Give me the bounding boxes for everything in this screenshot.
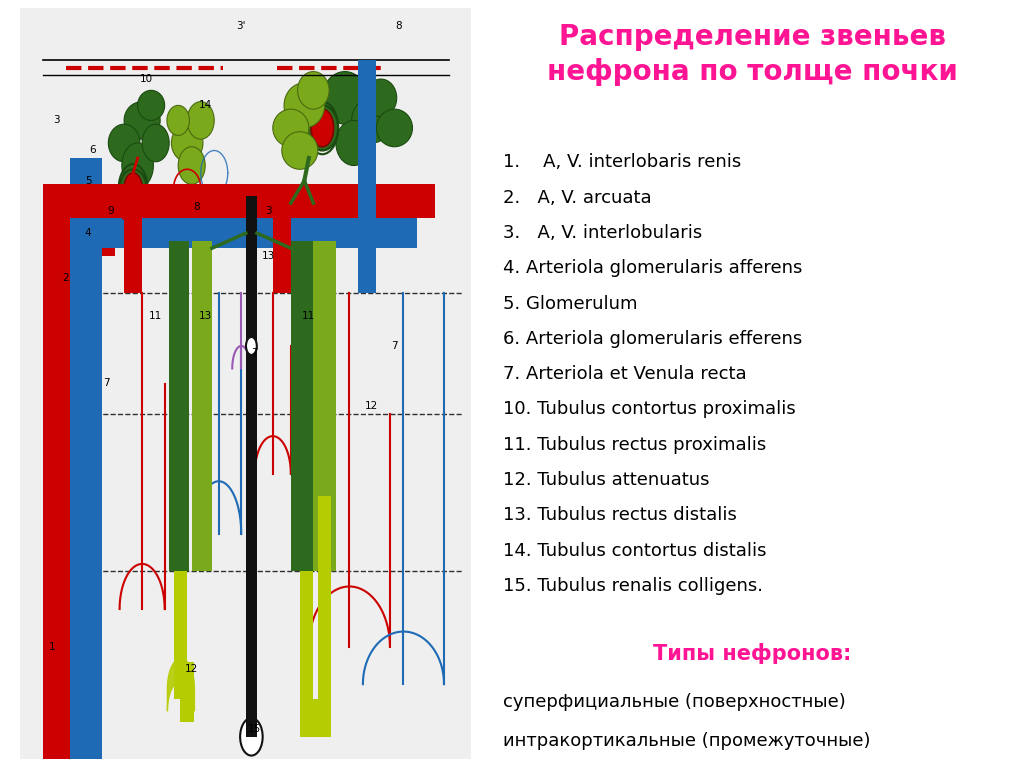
Text: 12: 12 bbox=[366, 401, 379, 411]
Bar bbox=[169, 241, 189, 571]
Ellipse shape bbox=[284, 83, 325, 128]
Text: 14. Tubulus contortus distalis: 14. Tubulus contortus distalis bbox=[503, 542, 767, 559]
Text: 7. Arteriola et Venula recta: 7. Arteriola et Venula recta bbox=[503, 365, 746, 383]
Bar bbox=[272, 188, 291, 255]
Bar bbox=[124, 218, 142, 293]
Ellipse shape bbox=[167, 105, 189, 136]
Ellipse shape bbox=[187, 101, 214, 140]
Text: 11: 11 bbox=[150, 311, 162, 321]
Bar bbox=[180, 662, 194, 722]
Text: 15. Tubulus renalis colligens.: 15. Tubulus renalis colligens. bbox=[503, 577, 763, 594]
Text: Распределение звеньев
нефрона по толще почки: Распределение звеньев нефрона по толще п… bbox=[547, 23, 958, 86]
Ellipse shape bbox=[272, 109, 309, 146]
Text: 11. Tubulus rectus proximalis: 11. Tubulus rectus proximalis bbox=[503, 436, 766, 453]
Text: 2.   A, V. arcuata: 2. A, V. arcuata bbox=[503, 189, 651, 206]
Bar bbox=[43, 218, 115, 255]
Text: 7: 7 bbox=[391, 341, 397, 351]
Text: 10. Tubulus contortus proximalis: 10. Tubulus contortus proximalis bbox=[503, 400, 796, 418]
Text: 5: 5 bbox=[85, 176, 91, 186]
Text: 6: 6 bbox=[89, 146, 96, 156]
Text: 2: 2 bbox=[62, 273, 69, 283]
Bar bbox=[358, 158, 377, 293]
Text: 8: 8 bbox=[395, 21, 402, 31]
Bar bbox=[70, 158, 101, 759]
Ellipse shape bbox=[122, 143, 154, 188]
Ellipse shape bbox=[282, 132, 317, 170]
Ellipse shape bbox=[377, 109, 413, 146]
Bar bbox=[124, 188, 142, 255]
Bar bbox=[291, 241, 313, 571]
Ellipse shape bbox=[124, 101, 160, 140]
Ellipse shape bbox=[306, 105, 338, 150]
Ellipse shape bbox=[142, 124, 169, 162]
Bar bbox=[191, 241, 212, 571]
Ellipse shape bbox=[171, 124, 203, 162]
Text: 3: 3 bbox=[265, 206, 271, 216]
Bar bbox=[174, 571, 187, 700]
Text: суперфициальные (поверхностные): суперфициальные (поверхностные) bbox=[503, 693, 846, 710]
Text: интракортикальные (промежуточные): интракортикальные (промежуточные) bbox=[503, 732, 870, 750]
Ellipse shape bbox=[366, 79, 396, 117]
Bar bbox=[300, 700, 332, 737]
Bar bbox=[43, 184, 435, 218]
Ellipse shape bbox=[351, 98, 392, 143]
Text: 3': 3' bbox=[237, 21, 246, 31]
Text: 13: 13 bbox=[199, 311, 212, 321]
Text: 3.   A, V. interlobularis: 3. A, V. interlobularis bbox=[503, 224, 702, 242]
Ellipse shape bbox=[178, 146, 205, 184]
Bar bbox=[300, 571, 313, 722]
Text: 1.    A, V. interlobaris renis: 1. A, V. interlobaris renis bbox=[503, 153, 741, 171]
Bar bbox=[272, 218, 291, 293]
Circle shape bbox=[246, 337, 257, 355]
Text: 14: 14 bbox=[199, 100, 212, 110]
Text: Типы нефронов:: Типы нефронов: bbox=[653, 643, 852, 663]
Bar bbox=[246, 196, 257, 737]
Text: 7: 7 bbox=[252, 348, 258, 358]
Text: 8: 8 bbox=[193, 202, 200, 212]
Bar bbox=[313, 241, 336, 571]
Text: 10: 10 bbox=[140, 74, 154, 84]
Ellipse shape bbox=[336, 120, 372, 166]
Ellipse shape bbox=[298, 71, 329, 109]
Text: 11: 11 bbox=[302, 311, 315, 321]
Ellipse shape bbox=[109, 124, 140, 162]
Bar bbox=[43, 218, 70, 759]
Text: 15: 15 bbox=[248, 724, 261, 734]
Bar bbox=[317, 496, 332, 722]
Text: 12. Tubulus attenuatus: 12. Tubulus attenuatus bbox=[503, 471, 710, 489]
Text: 5. Glomerulum: 5. Glomerulum bbox=[503, 295, 638, 312]
Text: 1: 1 bbox=[49, 641, 55, 652]
Text: 4: 4 bbox=[85, 228, 91, 239]
Text: 7: 7 bbox=[102, 378, 110, 389]
Ellipse shape bbox=[323, 71, 368, 124]
Ellipse shape bbox=[137, 91, 165, 120]
Text: 9: 9 bbox=[108, 206, 114, 216]
Text: 12: 12 bbox=[185, 664, 199, 674]
Circle shape bbox=[311, 109, 334, 146]
Text: 6. Arteriola glomerularis efferens: 6. Arteriola glomerularis efferens bbox=[503, 330, 802, 347]
Bar bbox=[101, 218, 417, 249]
Text: 4. Arteriola glomerularis afferens: 4. Arteriola glomerularis afferens bbox=[503, 259, 803, 277]
Ellipse shape bbox=[120, 170, 146, 207]
Text: 13: 13 bbox=[262, 251, 274, 261]
Circle shape bbox=[124, 173, 142, 203]
Text: 3: 3 bbox=[53, 115, 59, 126]
Circle shape bbox=[240, 718, 262, 755]
Bar bbox=[358, 61, 377, 249]
Text: 13. Tubulus rectus distalis: 13. Tubulus rectus distalis bbox=[503, 506, 737, 524]
